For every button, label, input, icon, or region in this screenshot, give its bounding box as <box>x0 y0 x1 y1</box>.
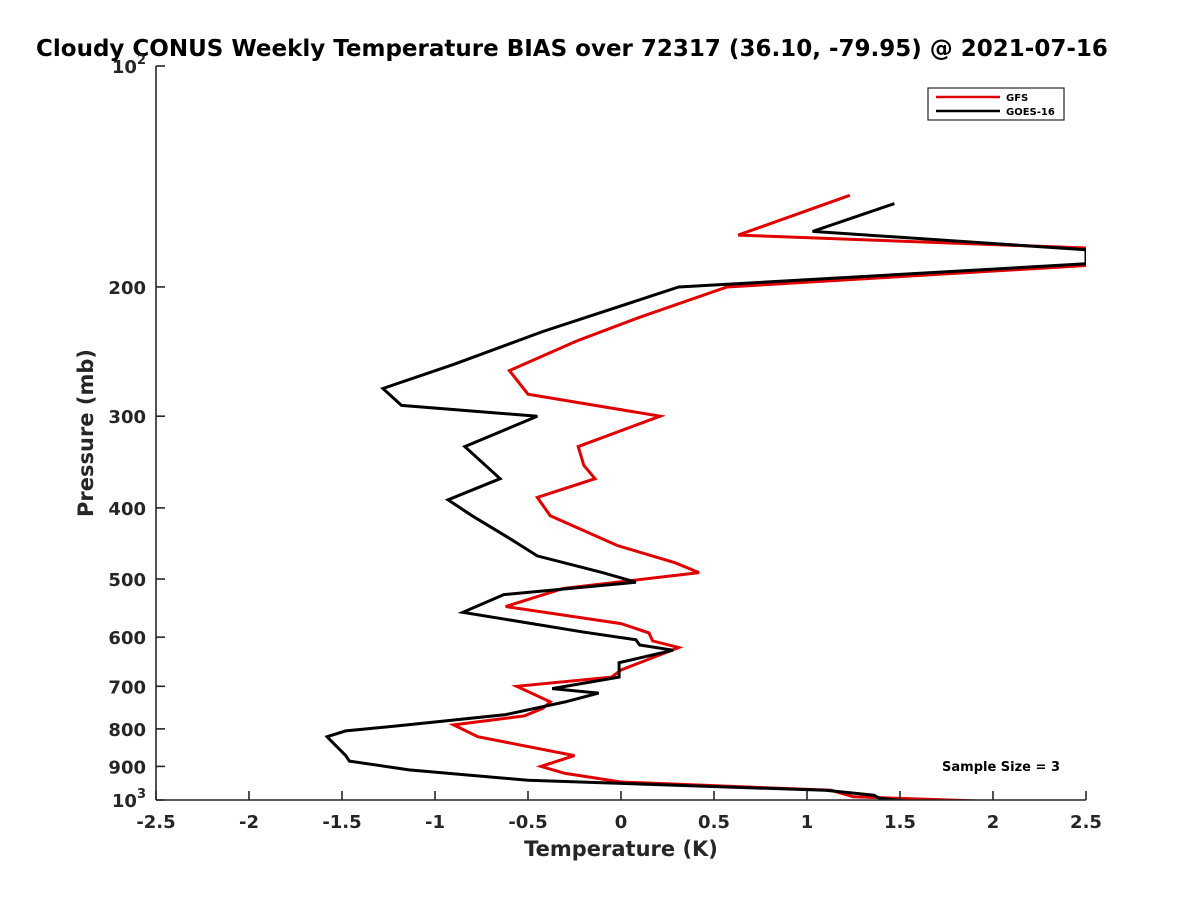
y-tick-label: 700 <box>108 677 146 698</box>
y-tick-labels: 102 200 300 400 500 600 700 800 900 103 <box>108 53 146 812</box>
y-tick-label: 103 <box>112 787 146 812</box>
y-tick-label: 600 <box>108 628 146 649</box>
axes-layer <box>155 65 1087 801</box>
series-line-gfs <box>448 193 1086 800</box>
y-tick-label: 102 <box>112 53 146 78</box>
x-tick-label: -1 <box>425 812 445 833</box>
y-tick-label: 300 <box>108 407 146 428</box>
y-tick-label: 400 <box>108 499 146 520</box>
x-tick-label: -2 <box>239 812 259 833</box>
x-tick-label: 0.5 <box>698 812 730 833</box>
series-line-goes16 <box>324 202 1086 800</box>
x-tick-label: 2.5 <box>1070 812 1102 833</box>
sample-size-annotation: Sample Size = 3 <box>942 760 1060 775</box>
legend-frame <box>927 87 1065 121</box>
legend-label-goes16: GOES-16 <box>1006 107 1055 118</box>
x-tick-label: 1.5 <box>884 812 916 833</box>
y-tick-label: 900 <box>108 757 146 778</box>
legend: GFS GOES-16 <box>927 87 1065 121</box>
y-tick-label: 800 <box>108 720 146 741</box>
y-tick-label: 500 <box>108 570 146 591</box>
x-tick-label: 1 <box>801 812 814 833</box>
x-tick-labels: -2.5 -2 -1.5 -1 -0.5 0 0.5 1 1.5 2 2.5 <box>136 812 1102 833</box>
x-tick-label: -2.5 <box>136 812 175 833</box>
x-tick-label: 2 <box>987 812 1000 833</box>
x-tick-label: -1.5 <box>322 812 361 833</box>
y-axis-label: Pressure (mb) <box>74 349 98 517</box>
x-tick-label: -0.5 <box>508 812 547 833</box>
chart-title: Cloudy CONUS Weekly Temperature BIAS ove… <box>36 36 1108 62</box>
y-tick-label: 200 <box>108 278 146 299</box>
x-axis-label: Temperature (K) <box>524 837 718 861</box>
series-layer <box>324 193 1086 800</box>
legend-label-gfs: GFS <box>1006 93 1028 104</box>
x-tick-label: 0 <box>615 812 628 833</box>
